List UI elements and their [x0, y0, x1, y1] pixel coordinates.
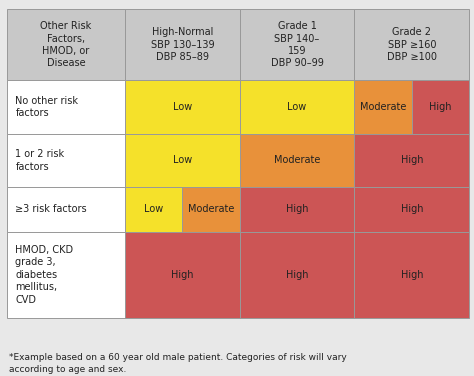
Text: Grade 1
SBP 140–
159
DBP 90–99: Grade 1 SBP 140– 159 DBP 90–99 — [271, 21, 324, 68]
Bar — [7, 80, 125, 133]
Bar — [355, 80, 412, 133]
Bar — [240, 232, 355, 318]
Text: Low: Low — [173, 155, 192, 165]
Text: High: High — [171, 270, 193, 280]
Bar — [7, 187, 125, 232]
Text: High: High — [401, 155, 423, 165]
Bar — [355, 232, 469, 318]
Bar — [355, 9, 469, 80]
Text: Moderate: Moderate — [188, 204, 234, 214]
Text: Low: Low — [288, 102, 307, 112]
Bar — [125, 232, 240, 318]
Bar — [125, 187, 182, 232]
Bar — [355, 133, 469, 187]
Bar — [355, 187, 469, 232]
Bar — [240, 133, 355, 187]
Bar — [240, 9, 355, 80]
Text: Moderate: Moderate — [274, 155, 320, 165]
Text: 1 or 2 risk
factors: 1 or 2 risk factors — [15, 149, 64, 171]
Text: High: High — [429, 102, 452, 112]
Text: Other Risk
Factors,
HMOD, or
Disease: Other Risk Factors, HMOD, or Disease — [40, 21, 91, 68]
Bar — [412, 80, 469, 133]
Bar — [125, 133, 240, 187]
Text: Grade 2
SBP ≥160
DBP ≥100: Grade 2 SBP ≥160 DBP ≥100 — [387, 27, 437, 62]
Text: Low: Low — [173, 102, 192, 112]
Bar — [7, 133, 125, 187]
Text: No other risk
factors: No other risk factors — [15, 96, 78, 118]
Text: High: High — [401, 270, 423, 280]
Text: ≥3 risk factors: ≥3 risk factors — [15, 204, 87, 214]
Bar — [240, 80, 355, 133]
Bar — [7, 232, 125, 318]
Bar — [182, 187, 240, 232]
Text: High: High — [286, 204, 309, 214]
Text: *Example based on a 60 year old male patient. Categories of risk will vary
accor: *Example based on a 60 year old male pat… — [9, 353, 347, 374]
Text: Moderate: Moderate — [360, 102, 406, 112]
Text: High: High — [401, 204, 423, 214]
Text: Low: Low — [144, 204, 163, 214]
Bar — [125, 9, 240, 80]
Bar — [7, 9, 125, 80]
Text: HMOD, CKD
grade 3,
diabetes
mellitus,
CVD: HMOD, CKD grade 3, diabetes mellitus, CV… — [15, 245, 73, 305]
Bar — [240, 187, 355, 232]
Text: High-Normal
SBP 130–139
DBP 85–89: High-Normal SBP 130–139 DBP 85–89 — [151, 27, 214, 62]
Text: High: High — [286, 270, 309, 280]
Bar — [125, 80, 240, 133]
